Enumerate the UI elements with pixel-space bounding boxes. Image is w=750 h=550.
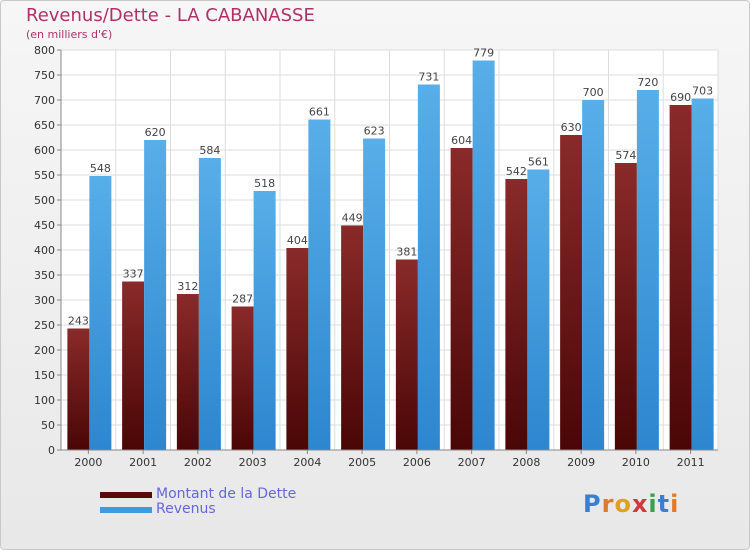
label-debt-2005: 449 [342, 212, 363, 225]
y-tick-label: 0 [48, 444, 55, 457]
label-revenus-2008: 561 [528, 156, 549, 169]
x-tick-label-2002: 2002 [184, 456, 212, 469]
x-tick-label-2003: 2003 [239, 456, 267, 469]
y-tick-label: 400 [34, 244, 55, 257]
label-debt-2002: 312 [177, 280, 198, 293]
bar-revenus-2007 [472, 60, 495, 450]
label-revenus-2004: 661 [309, 106, 330, 119]
label-revenus-2002: 584 [199, 144, 220, 157]
bar-revenus-2010 [636, 90, 659, 450]
x-tick-label-2011: 2011 [677, 456, 705, 469]
x-tick-label-2005: 2005 [348, 456, 376, 469]
bar-debt-2006 [395, 259, 418, 450]
grid [60, 49, 719, 451]
bar-revenus-2008 [527, 169, 550, 450]
bar-debt-2003 [231, 306, 254, 450]
y-tick-label: 600 [34, 144, 55, 157]
y-tick-label: 50 [41, 419, 55, 432]
y-tick-label: 250 [34, 319, 55, 332]
y-tick-label: 100 [34, 394, 55, 407]
label-debt-2003: 287 [232, 293, 253, 306]
x-tick-label-2010: 2010 [622, 456, 650, 469]
label-revenus-2006: 731 [418, 71, 439, 84]
label-debt-2011: 690 [670, 91, 691, 104]
label-revenus-2000: 548 [90, 162, 111, 175]
y-tick-label: 750 [34, 69, 55, 82]
proxiti-logo: Proxiti [583, 490, 679, 518]
logo-letter: o [614, 490, 632, 518]
label-revenus-2003: 518 [254, 177, 275, 190]
bar-revenus-2001 [144, 140, 167, 450]
label-revenus-2011: 703 [692, 85, 713, 98]
data-labels: 243 548 337 620 312 584 287 518 404 661 449 623 381 7… [68, 47, 713, 328]
label-revenus-2001: 620 [145, 126, 166, 139]
legend-swatch-debt [100, 491, 152, 498]
bar-debt-2010 [614, 163, 637, 450]
logo-letter: x [631, 490, 649, 518]
bar-revenus-2009 [582, 100, 605, 450]
logo-letter: P [583, 490, 602, 518]
label-revenus-2005: 623 [364, 125, 385, 138]
legend-label-debt: Montant de la Dette [156, 486, 297, 502]
bar-revenus-2000 [89, 176, 112, 450]
y-tick-label: 300 [34, 294, 55, 307]
label-debt-2001: 337 [123, 268, 144, 281]
bar-revenus-2004 [308, 119, 331, 450]
label-revenus-2007: 779 [473, 47, 494, 60]
y-tick-label: 700 [34, 94, 55, 107]
axes: 0 50 100 150 200 250 300 350 400 450 500 550 600 650 7… [34, 44, 718, 469]
bar-debt-2007 [450, 148, 473, 450]
logo-letter: i [670, 490, 680, 518]
label-revenus-2010: 720 [637, 76, 658, 89]
label-debt-2010: 574 [615, 149, 636, 162]
bar-debt-2004 [286, 248, 309, 450]
label-debt-2009: 630 [561, 121, 582, 134]
y-tick-label: 450 [34, 219, 55, 232]
y-tick-label: 200 [34, 344, 55, 357]
logo-letter: t [657, 490, 671, 518]
bar-revenus-2011 [691, 98, 714, 450]
bar-debt-2008 [505, 179, 528, 450]
bar-debt-2009 [560, 135, 583, 450]
bar-debt-2011 [669, 105, 692, 450]
legend-item-revenus: Revenus [100, 502, 296, 517]
x-tick-label-2004: 2004 [293, 456, 321, 469]
y-tick-label: 650 [34, 119, 55, 132]
bar-debt-2005 [341, 225, 364, 450]
bars [67, 60, 714, 450]
x-tick-label-2001: 2001 [129, 456, 157, 469]
label-debt-2007: 604 [451, 134, 472, 147]
bar-revenus-2006 [417, 84, 440, 450]
y-tick-label: 150 [34, 369, 55, 382]
bar-revenus-2005 [363, 138, 386, 450]
legend-item-debt: Montant de la Dette [100, 487, 296, 502]
bar-debt-2000 [67, 328, 90, 450]
label-debt-2000: 243 [68, 315, 89, 328]
label-revenus-2009: 700 [583, 86, 604, 99]
chart-subtitle: (en milliers d'€) [26, 28, 113, 41]
x-tick-label-2009: 2009 [567, 456, 595, 469]
label-debt-2008: 542 [506, 165, 527, 178]
y-tick-label: 800 [34, 44, 55, 57]
x-tick-label-2006: 2006 [403, 456, 431, 469]
x-tick-label-2000: 2000 [74, 456, 102, 469]
legend: Montant de la Dette Revenus [100, 487, 296, 517]
bar-debt-2001 [122, 281, 145, 450]
bar-revenus-2002 [198, 158, 221, 450]
logo-letter: i [648, 490, 658, 518]
x-tick-label-2007: 2007 [458, 456, 486, 469]
label-debt-2006: 381 [396, 246, 417, 259]
legend-label-revenus: Revenus [156, 501, 216, 517]
y-tick-label: 500 [34, 194, 55, 207]
bar-revenus-2003 [253, 191, 276, 450]
y-tick-label: 350 [34, 269, 55, 282]
bar-debt-2002 [176, 294, 199, 450]
legend-swatch-revenus [100, 506, 152, 513]
label-debt-2004: 404 [287, 234, 308, 247]
y-tick-label: 550 [34, 169, 55, 182]
logo-letter: r [601, 490, 615, 518]
chart-title: Revenus/Dette - LA CABANASSE [26, 5, 315, 26]
x-tick-label-2008: 2008 [512, 456, 540, 469]
